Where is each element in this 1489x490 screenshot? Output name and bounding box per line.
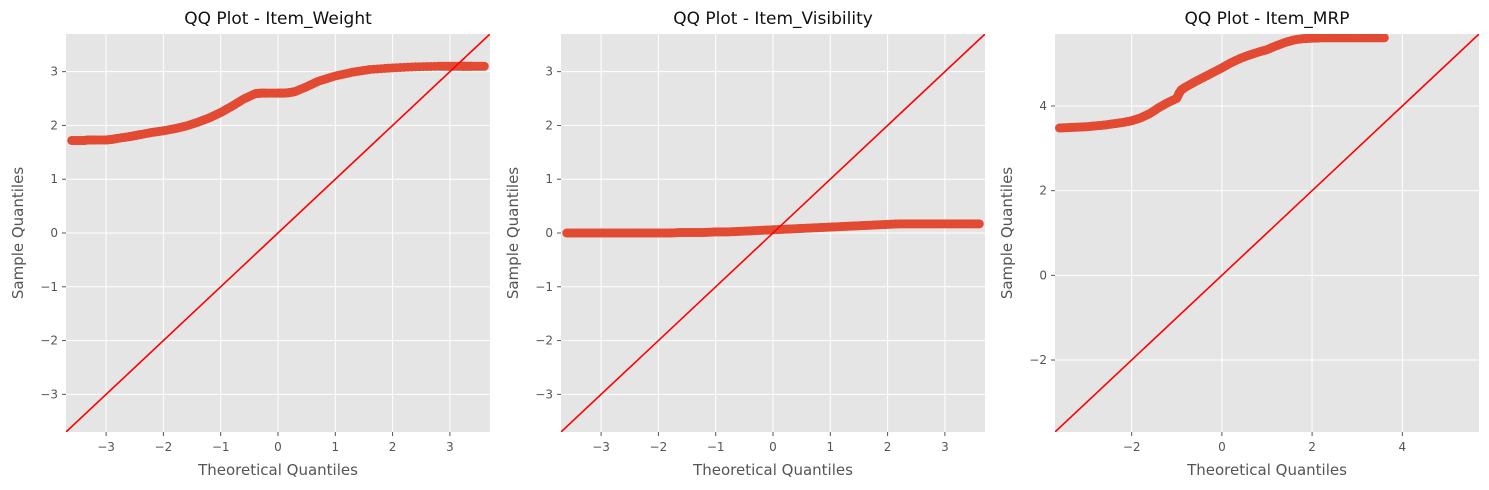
chart-title: QQ Plot - Item_Visibility: [673, 9, 873, 29]
x-tick-label: 2: [884, 440, 892, 454]
x-axis-label: Theoretical Quantiles: [197, 461, 358, 479]
x-tick-label: −3: [592, 440, 610, 454]
y-tick-label: 0: [50, 226, 58, 240]
x-tick-label: 2: [389, 440, 397, 454]
y-tick-label: 4: [1039, 99, 1047, 113]
x-tick-label: 2: [1308, 440, 1316, 454]
x-tick-label: −1: [212, 440, 230, 454]
x-tick-label: 3: [941, 440, 949, 454]
x-tick-label: −2: [155, 440, 173, 454]
reference-line: [1055, 34, 1479, 432]
y-tick-label: −2: [1029, 353, 1047, 367]
y-tick-label: −3: [40, 387, 58, 401]
qq-point: [479, 61, 489, 71]
y-axis-label: Sample Quantiles: [9, 167, 27, 299]
y-tick-label: 2: [1039, 184, 1047, 198]
chart-title: QQ Plot - Item_Weight: [184, 9, 372, 29]
y-tick-label: −2: [40, 334, 58, 348]
x-tick-label: 0: [1218, 440, 1226, 454]
x-tick-label: 1: [331, 440, 339, 454]
y-tick-label: 2: [50, 118, 58, 132]
x-tick-label: −2: [650, 440, 668, 454]
y-tick-label: 3: [545, 65, 553, 79]
y-axis-label: Sample Quantiles: [504, 167, 522, 299]
qq-panel-2: −3 −2 −1 0 1 2 3 −3 −2 −1 0 1 2 3 QQ Plot - Item_Visib…: [504, 9, 985, 479]
qq-panel-1: −3 −2 −1 0 1 2 3 −3 −2 −1 0 1 2 3 QQ Plot - Item_Weigh…: [9, 9, 490, 479]
reference-line: [66, 34, 490, 432]
x-tick-label: 0: [274, 440, 282, 454]
chart-title: QQ Plot - Item_MRP: [1184, 9, 1349, 29]
y-tick-label: 3: [50, 65, 58, 79]
x-axis-label: Theoretical Quantiles: [692, 461, 853, 479]
y-tick-label: 0: [1039, 268, 1047, 282]
sample-points: [1055, 34, 1389, 133]
y-tick-label: 1: [50, 172, 58, 186]
y-tick-label: −3: [535, 387, 553, 401]
x-tick-label: 3: [446, 440, 454, 454]
y-tick-label: −1: [40, 280, 58, 294]
x-tick-label: −2: [1123, 440, 1141, 454]
y-tick-label: −2: [535, 334, 553, 348]
x-tick-label: −3: [97, 440, 115, 454]
qq-point: [974, 219, 984, 229]
y-axis-label: Sample Quantiles: [998, 167, 1016, 299]
y-tick-label: 1: [545, 172, 553, 186]
qq-panel-3: −2 0 2 4 −2 0 2 4 QQ Plot - Item_MRP Theoretical …: [998, 9, 1479, 479]
y-tick-label: −1: [535, 280, 553, 294]
y-tick-label: 0: [545, 226, 553, 240]
sample-points: [67, 61, 489, 145]
sample-points: [562, 219, 984, 238]
x-tick-label: 4: [1398, 440, 1406, 454]
x-tick-label: 0: [769, 440, 777, 454]
x-tick-label: 1: [826, 440, 834, 454]
x-axis-label: Theoretical Quantiles: [1186, 461, 1347, 479]
reference-line: [561, 34, 985, 432]
x-tick-label: −1: [707, 440, 725, 454]
qq-point: [1379, 34, 1389, 43]
y-tick-label: 2: [545, 118, 553, 132]
